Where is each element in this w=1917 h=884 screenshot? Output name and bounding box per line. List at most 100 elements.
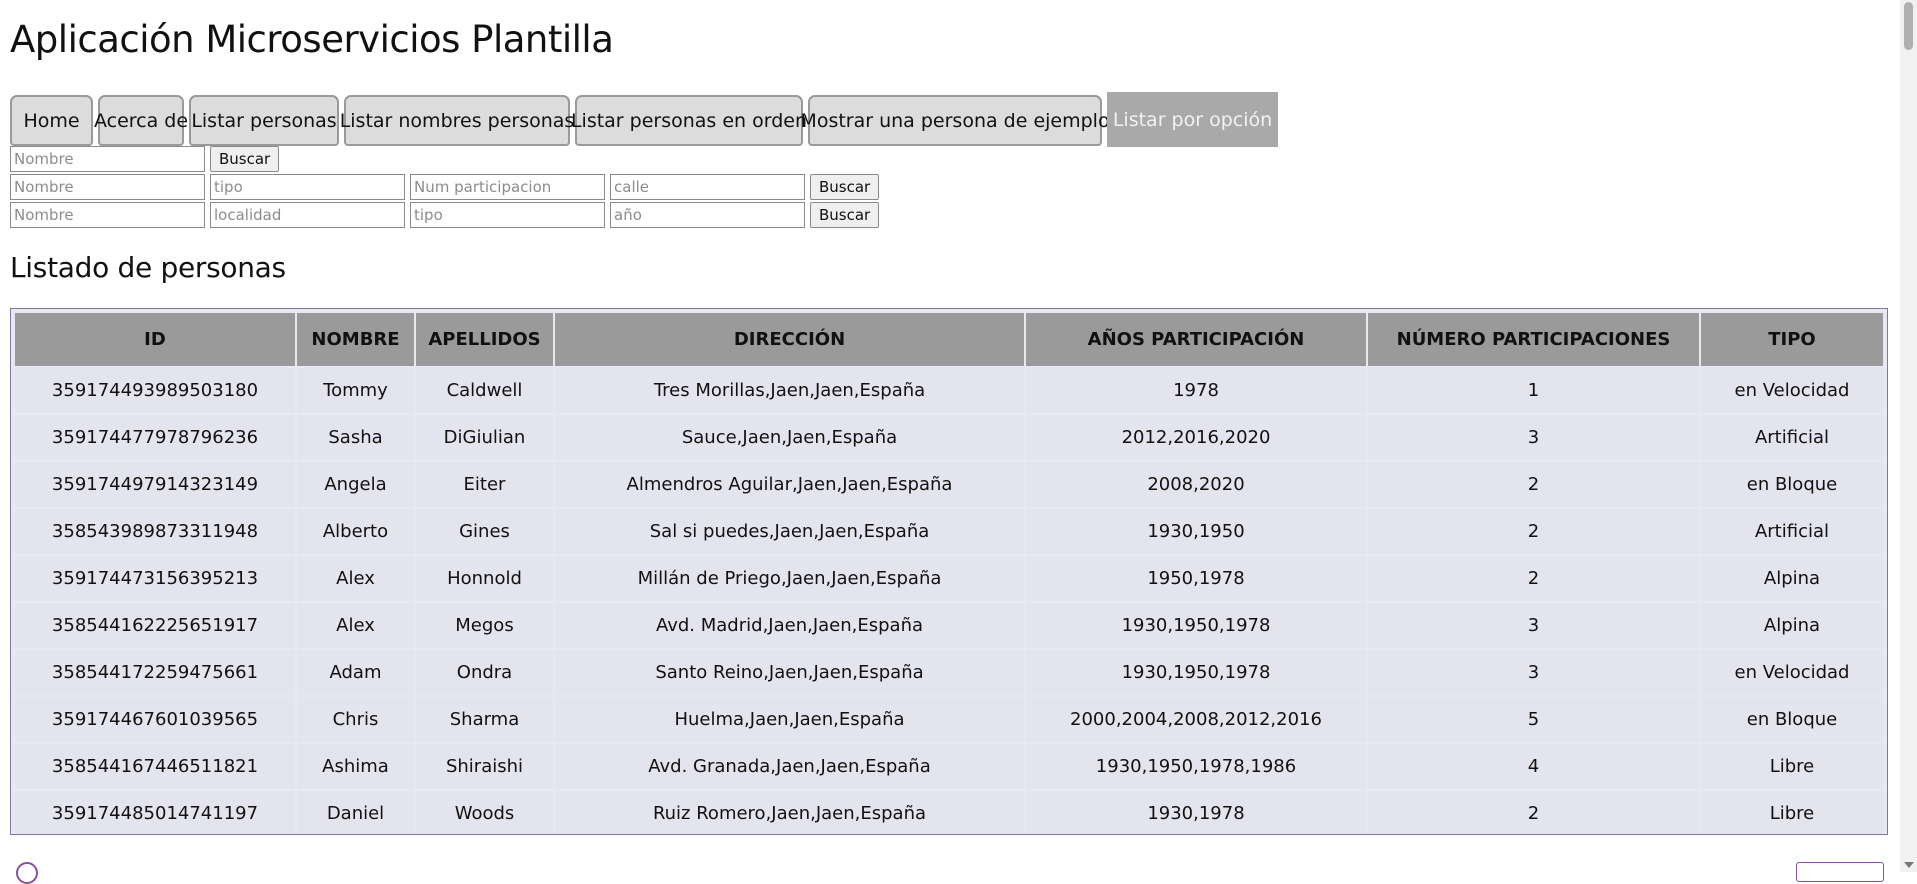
cell-id: 359174477978796236 <box>15 415 295 460</box>
page-title: Aplicación Microservicios Plantilla <box>10 18 614 61</box>
section-title: Listado de personas <box>10 251 286 284</box>
table-row: 359174477978796236 Sasha DiGiulian Sauce… <box>15 415 1883 460</box>
search-form-calle: Buscar <box>10 173 1890 201</box>
page: Aplicación Microservicios Plantilla Home… <box>10 18 1890 835</box>
col-anios-header: AÑOS PARTICIPACIÓN <box>1026 313 1366 366</box>
num-participacion-input[interactable] <box>410 174 605 200</box>
cell-anios: 1930,1950 <box>1026 509 1366 554</box>
table-row: 358544162225651917 Alex Megos Avd. Madri… <box>15 603 1883 648</box>
nav-listar-orden-button[interactable]: Listar personas en orden <box>571 95 807 146</box>
cell-id: 359174485014741197 <box>15 791 295 834</box>
nav-listar-opcion-button[interactable]: Listar por opción <box>1107 92 1278 147</box>
nav-home-button[interactable]: Home <box>10 95 93 146</box>
personas-table-container[interactable]: ID NOMBRE APELLIDOS DIRECCIÓN AÑOS PARTI… <box>10 308 1888 835</box>
cell-id: 359174467601039565 <box>15 697 295 742</box>
nav-mostrar-ejemplo-button[interactable]: Mostrar una persona de ejemplo <box>800 95 1110 146</box>
buscar-button[interactable]: Buscar <box>810 202 880 228</box>
cell-direccion: Santo Reino,Jaen,Jaen,España <box>555 650 1024 695</box>
cell-id: 359174473156395213 <box>15 556 295 601</box>
cell-nombre: Alex <box>297 556 414 601</box>
col-num-header: NÚMERO PARTICIPACIONES <box>1368 313 1699 366</box>
localidad-input[interactable] <box>210 202 405 228</box>
cell-num: 3 <box>1368 650 1699 695</box>
nombre-input[interactable] <box>10 202 205 228</box>
col-id-header: ID <box>15 313 295 366</box>
table-row: 359174493989503180 Tommy Caldwell Tres M… <box>15 368 1883 413</box>
scrollbar-thumb[interactable] <box>1904 2 1913 50</box>
cell-tipo: Artificial <box>1701 509 1883 554</box>
nombre-input[interactable] <box>10 146 205 172</box>
cell-nombre: Chris <box>297 697 414 742</box>
cell-tipo: Libre <box>1701 791 1883 834</box>
cell-apellidos: Honnold <box>416 556 553 601</box>
cell-direccion: Avd. Granada,Jaen,Jaen,España <box>555 744 1024 789</box>
cell-id: 358544167446511821 <box>15 744 295 789</box>
cell-tipo: Alpina <box>1701 603 1883 648</box>
cell-nombre: Angela <box>297 462 414 507</box>
col-direccion-header: DIRECCIÓN <box>555 313 1024 366</box>
cell-nombre: Alex <box>297 603 414 648</box>
cell-apellidos: Woods <box>416 791 553 834</box>
tipo-input[interactable] <box>410 202 605 228</box>
search-form-localidad: Buscar <box>10 201 1890 229</box>
search-form-nombre: Buscar <box>10 145 1890 173</box>
buscar-button[interactable]: Buscar <box>210 146 280 172</box>
calle-input[interactable] <box>610 174 805 200</box>
table-row: 359174473156395213 Alex Honnold Millán d… <box>15 556 1883 601</box>
cell-id: 358543989873311948 <box>15 509 295 554</box>
cell-anios: 2012,2016,2020 <box>1026 415 1366 460</box>
cell-anios: 1930,1978 <box>1026 791 1366 834</box>
cell-num: 2 <box>1368 509 1699 554</box>
cell-anios: 1930,1950,1978 <box>1026 650 1366 695</box>
cell-direccion: Millán de Priego,Jaen,Jaen,España <box>555 556 1024 601</box>
cell-tipo: en Velocidad <box>1701 368 1883 413</box>
col-apellidos-header: APELLIDOS <box>416 313 553 366</box>
cell-num: 1 <box>1368 368 1699 413</box>
cell-apellidos: Megos <box>416 603 553 648</box>
cell-direccion: Almendros Aguilar,Jaen,Jaen,España <box>555 462 1024 507</box>
cell-num: 2 <box>1368 556 1699 601</box>
scroll-down-icon[interactable] <box>1904 862 1914 868</box>
tipo-input[interactable] <box>210 174 405 200</box>
cell-direccion: Huelma,Jaen,Jaen,España <box>555 697 1024 742</box>
table-row: 358544167446511821 Ashima Shiraishi Avd.… <box>15 744 1883 789</box>
cell-direccion: Ruiz Romero,Jaen,Jaen,España <box>555 791 1024 834</box>
table-row: 359174485014741197 Daniel Woods Ruiz Rom… <box>15 791 1883 834</box>
cell-id: 359174493989503180 <box>15 368 295 413</box>
cell-nombre: Ashima <box>297 744 414 789</box>
cell-num: 4 <box>1368 744 1699 789</box>
cell-id: 358544162225651917 <box>15 603 295 648</box>
cell-tipo: Alpina <box>1701 556 1883 601</box>
personas-table: ID NOMBRE APELLIDOS DIRECCIÓN AÑOS PARTI… <box>13 311 1885 834</box>
table-row: 359174497914323149 Angela Eiter Almendro… <box>15 462 1883 507</box>
cell-id: 359174497914323149 <box>15 462 295 507</box>
cell-num: 2 <box>1368 791 1699 834</box>
bottom-right-button[interactable] <box>1796 862 1884 882</box>
cell-apellidos: Eiter <box>416 462 553 507</box>
nav-listar-nombres-button[interactable]: Listar nombres personas <box>340 95 574 146</box>
cell-tipo: en Bloque <box>1701 697 1883 742</box>
bottom-bar <box>0 858 1900 884</box>
cell-anios: 1930,1950,1978,1986 <box>1026 744 1366 789</box>
nav-listar-personas-button[interactable]: Listar personas <box>189 95 339 146</box>
page-scrollbar[interactable] <box>1900 0 1917 872</box>
cell-tipo: en Velocidad <box>1701 650 1883 695</box>
nav-bar: Home Acerca de Listar personas Listar no… <box>10 92 1890 147</box>
nombre-input[interactable] <box>10 174 205 200</box>
cell-num: 5 <box>1368 697 1699 742</box>
cell-direccion: Avd. Madrid,Jaen,Jaen,España <box>555 603 1024 648</box>
cell-id: 358544172259475661 <box>15 650 295 695</box>
cell-nombre: Alberto <box>297 509 414 554</box>
table-row: 358544172259475661 Adam Ondra Santo Rein… <box>15 650 1883 695</box>
cell-direccion: Sauce,Jaen,Jaen,España <box>555 415 1024 460</box>
cell-nombre: Tommy <box>297 368 414 413</box>
cell-apellidos: Shiraishi <box>416 744 553 789</box>
anio-input[interactable] <box>610 202 805 228</box>
cell-apellidos: Gines <box>416 509 553 554</box>
cell-apellidos: Caldwell <box>416 368 553 413</box>
nav-acerca-button[interactable]: Acerca de <box>94 95 188 146</box>
cell-anios: 1978 <box>1026 368 1366 413</box>
buscar-button[interactable]: Buscar <box>810 174 880 200</box>
cell-direccion: Tres Morillas,Jaen,Jaen,España <box>555 368 1024 413</box>
logo-icon <box>16 862 38 884</box>
